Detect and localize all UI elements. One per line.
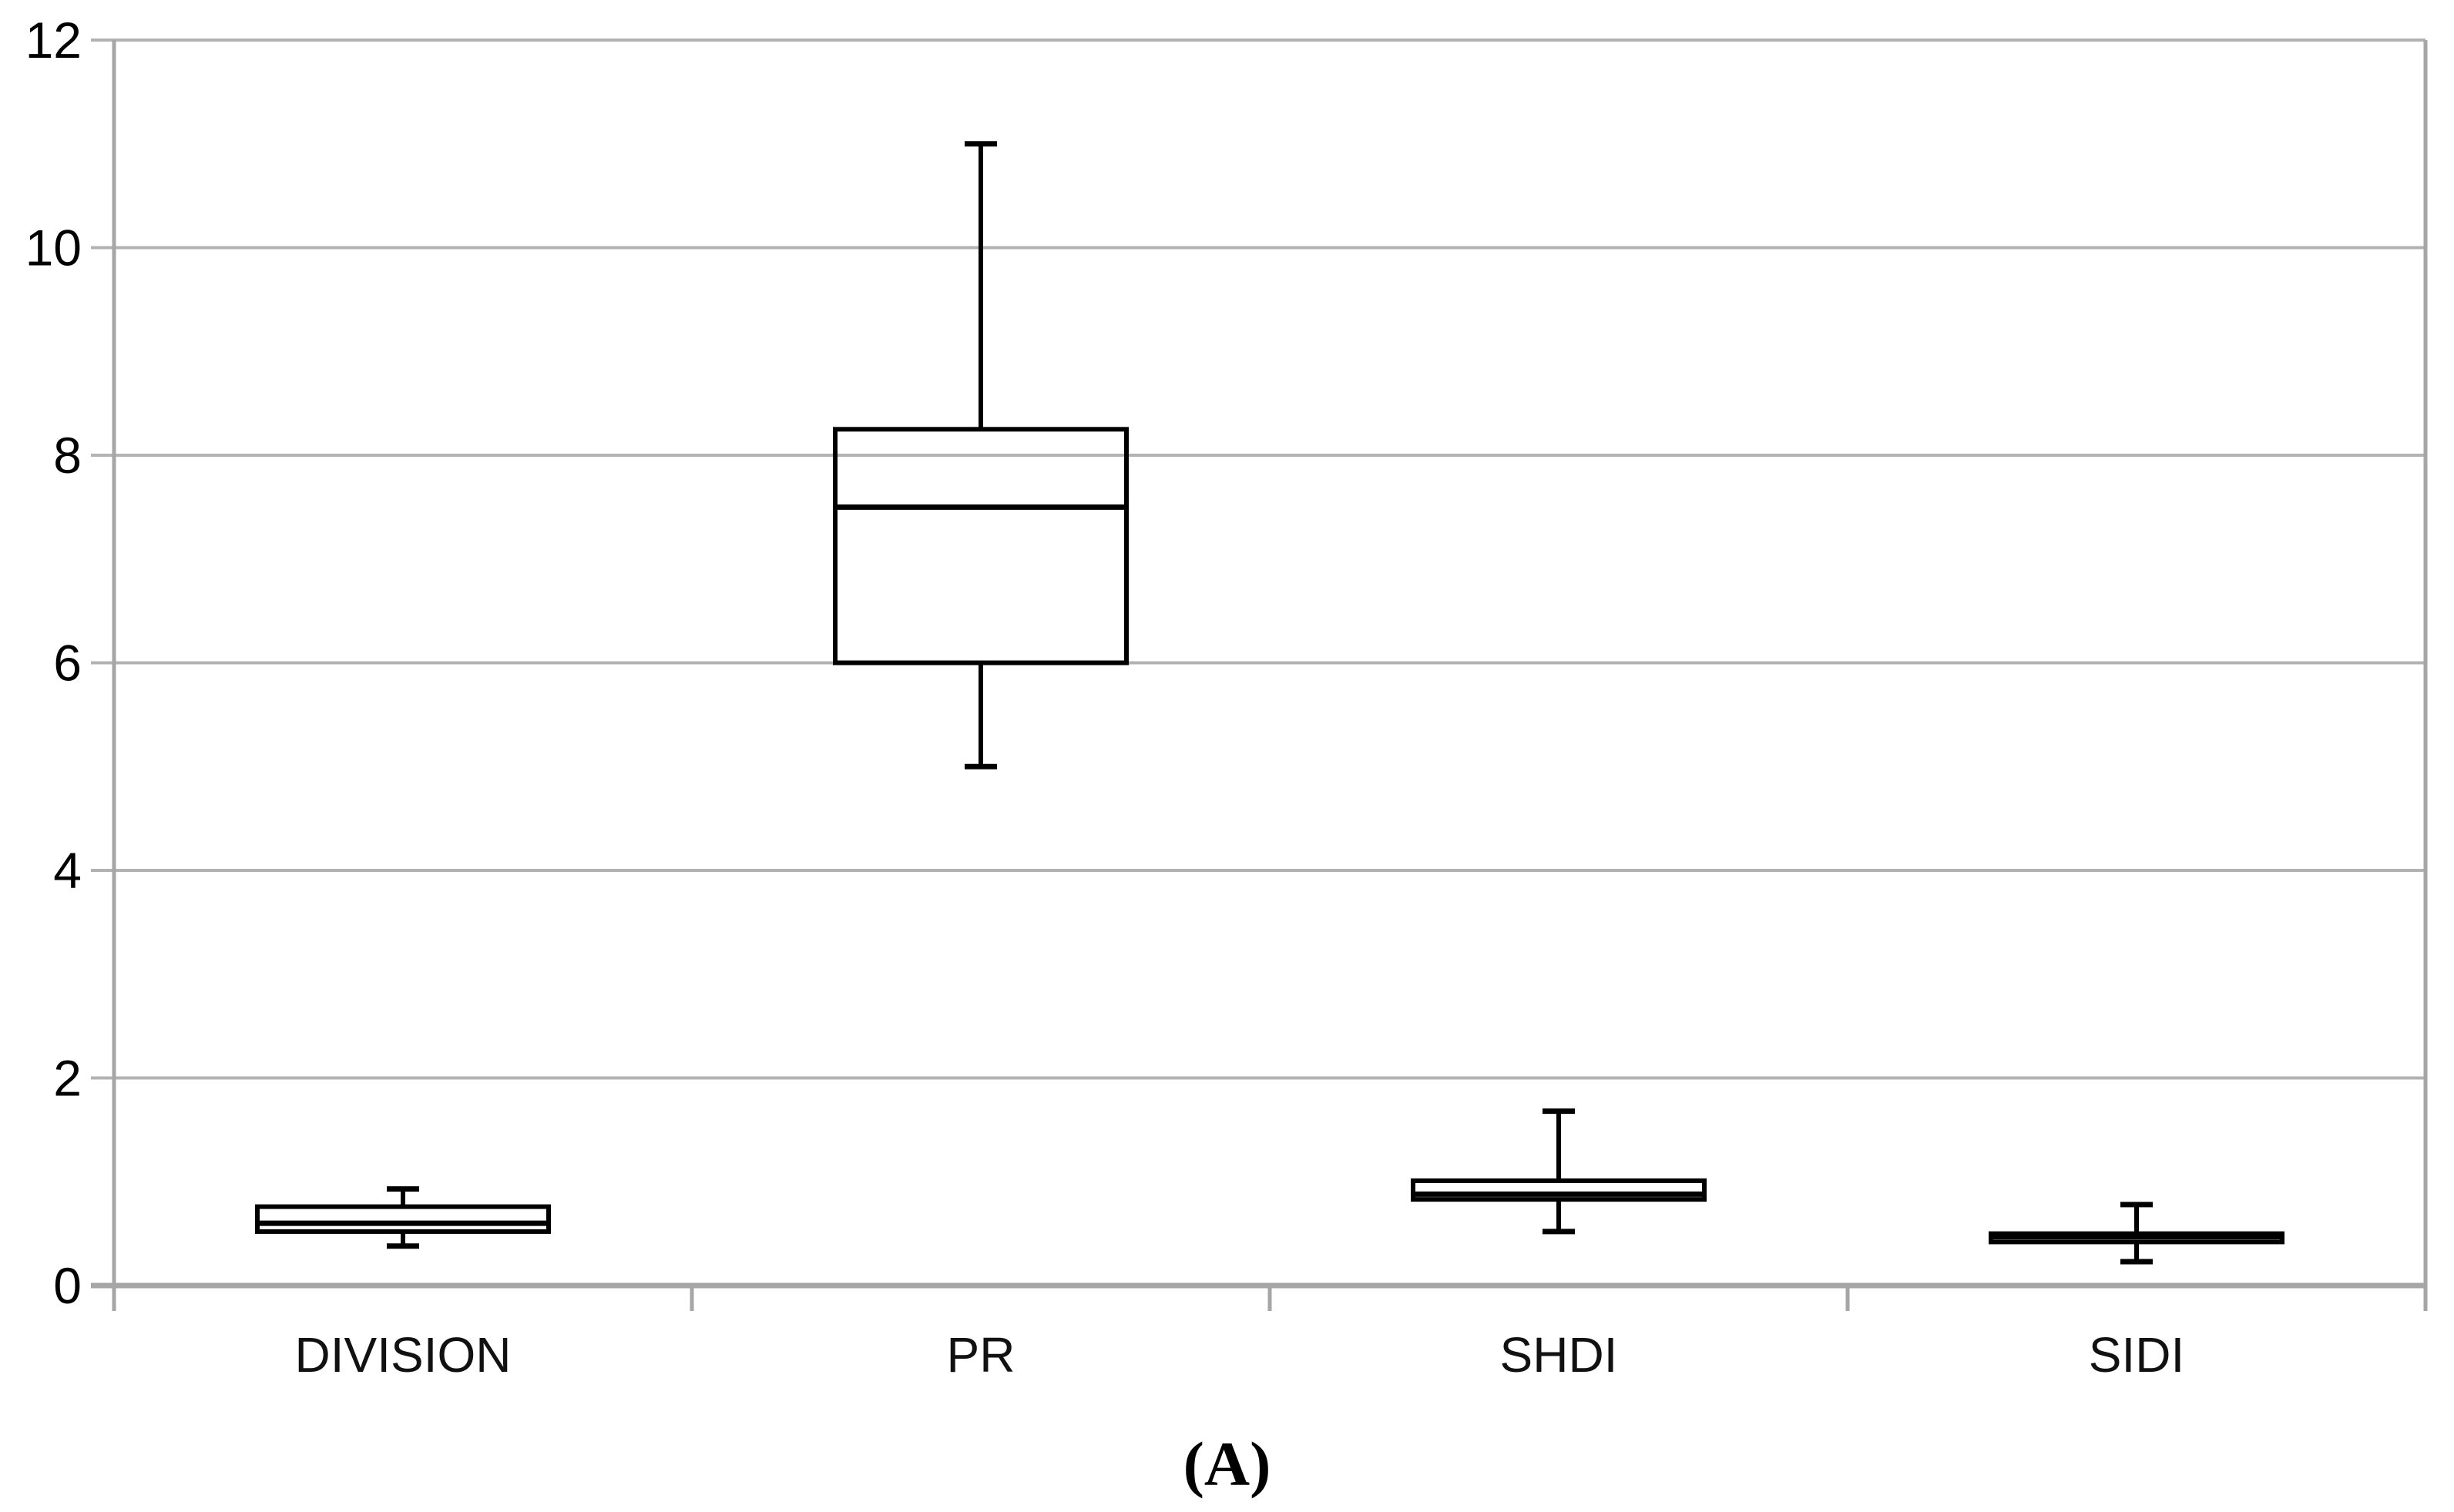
x-axis-category-label: DIVISION	[295, 1327, 512, 1383]
y-axis-tick-label: 8	[53, 427, 82, 484]
y-axis-tick-label: 4	[53, 842, 82, 899]
axis-labels-layer: 0 2 4 6 8 10 12 DIVISION PR SHDI SIDI	[25, 12, 2185, 1383]
y-axis-tick-label: 0	[53, 1257, 82, 1314]
y-axis-tick-label: 12	[25, 12, 82, 69]
box-group-sidi	[1989, 1202, 2284, 1265]
x-axis-category-label: PR	[947, 1327, 1016, 1383]
boxes-layer	[255, 141, 2284, 1265]
box-group-division	[255, 1186, 551, 1249]
y-axis-tick-label: 6	[53, 635, 82, 692]
x-axis-category-label: SIDI	[2089, 1327, 2184, 1383]
x-axis-category-label: SHDI	[1500, 1327, 1618, 1383]
iqr-box	[1411, 1178, 1707, 1202]
box-group-shdi	[1411, 1108, 1707, 1235]
axes-layer	[91, 40, 2428, 1311]
box-group-pr	[833, 141, 1129, 769]
y-axis-tick-label: 10	[25, 220, 82, 277]
y-axis-tick-label: 2	[53, 1050, 82, 1107]
figure-caption: (A)	[1183, 1429, 1271, 1499]
iqr-box	[833, 427, 1129, 665]
gridlines-layer	[91, 39, 2425, 1287]
iqr-box	[255, 1204, 551, 1234]
